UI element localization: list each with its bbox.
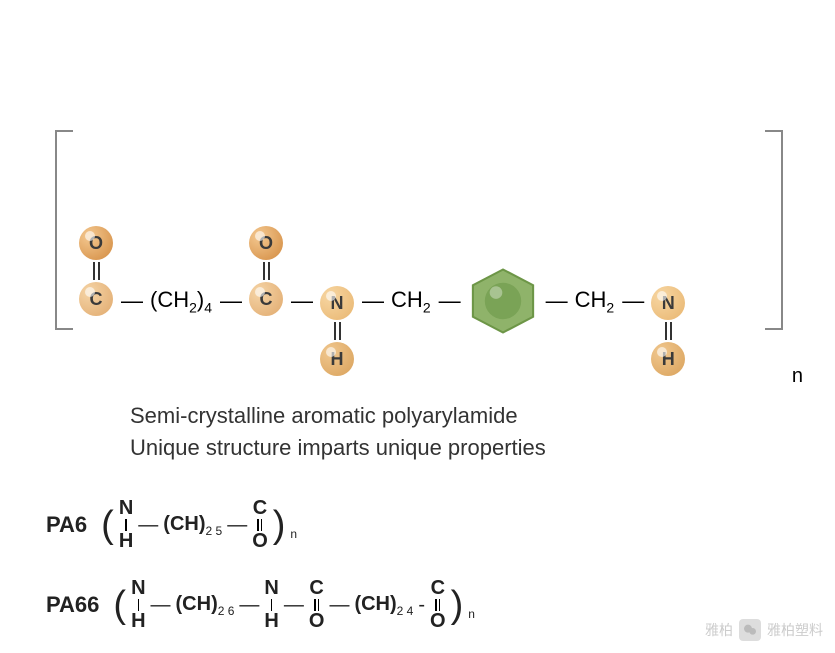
- bond: —: [291, 288, 312, 314]
- pa6-formula: ( N H — (CH)2 5 — C O ) n: [101, 498, 297, 552]
- paren-left-icon: (: [113, 586, 126, 624]
- c-o: CO: [430, 578, 446, 632]
- double-bond-icon: [93, 262, 100, 280]
- bond: —: [220, 288, 241, 314]
- ch2-group: CH2: [391, 287, 431, 315]
- ch-group: (CH)2 4: [354, 593, 413, 618]
- c-o: C O: [252, 498, 268, 552]
- pa66-row: PA66 ( NH — (CH)2 6 — NH — CO — (CH)2 4 …: [46, 578, 475, 632]
- paren-right-icon: ): [451, 586, 464, 624]
- atom-H: H: [651, 342, 685, 376]
- caption: Semi-crystalline aromatic polyarylamide …: [130, 400, 546, 464]
- ch-group: (CH)2 5: [163, 513, 222, 538]
- caption-line1: Semi-crystalline aromatic polyarylamide: [130, 400, 546, 432]
- watermark-right: 雅柏塑料: [767, 620, 823, 640]
- atom-N: N: [320, 286, 354, 320]
- caption-line2: Unique structure imparts unique properti…: [130, 432, 546, 464]
- bond: —: [622, 288, 643, 314]
- atom-O: O: [79, 226, 113, 260]
- paren-left-icon: (: [101, 506, 114, 544]
- chain: O C — (CH2)4 — O C — N H — CH2 —: [79, 226, 685, 376]
- pa6-row: PA6 ( N H — (CH)2 5 — C O ) n: [46, 498, 297, 552]
- atom-C: C: [249, 282, 283, 316]
- double-bond-icon: [665, 322, 672, 340]
- polymer-structure: n O C — (CH2)4 — O C — N H — CH2: [55, 130, 795, 360]
- bracket-right: [765, 130, 783, 330]
- carbonyl-1: O C: [79, 226, 113, 316]
- ch-group: (CH)2 6: [176, 593, 235, 618]
- nh-1: N H: [320, 286, 354, 376]
- atom-O: O: [249, 226, 283, 260]
- bond: —: [439, 288, 460, 314]
- bond: —: [546, 288, 567, 314]
- bond: —: [362, 288, 383, 314]
- bracket-left: [55, 130, 73, 330]
- wechat-icon: [739, 619, 761, 641]
- atom-C: C: [79, 282, 113, 316]
- paren-right-icon: ): [273, 506, 286, 544]
- carbonyl-2: O C: [249, 226, 283, 316]
- repeat-n: n: [290, 527, 297, 541]
- double-bond-icon: [334, 322, 341, 340]
- repeat-subscript: n: [792, 365, 803, 388]
- watermark-left: 雅柏: [705, 620, 733, 640]
- nh-2: N H: [651, 286, 685, 376]
- ch2-group: CH2: [575, 287, 615, 315]
- c-o: CO: [309, 578, 325, 632]
- atom-H: H: [320, 342, 354, 376]
- pa66-label: PA66: [46, 592, 99, 618]
- bond: —: [121, 288, 142, 314]
- n-h: NH: [264, 578, 278, 632]
- benzene-ring-icon: [468, 266, 538, 336]
- n-h: N H: [119, 498, 133, 552]
- watermark: 雅柏 雅柏塑料: [705, 619, 823, 641]
- n-h: NH: [131, 578, 145, 632]
- ch2-4-group: (CH2)4: [150, 287, 212, 315]
- pa6-label: PA6: [46, 512, 87, 538]
- pa66-formula: ( NH — (CH)2 6 — NH — CO — (CH)2 4 - CO …: [113, 578, 475, 632]
- atom-N: N: [651, 286, 685, 320]
- repeat-n: n: [468, 607, 475, 621]
- double-bond-icon: [263, 262, 270, 280]
